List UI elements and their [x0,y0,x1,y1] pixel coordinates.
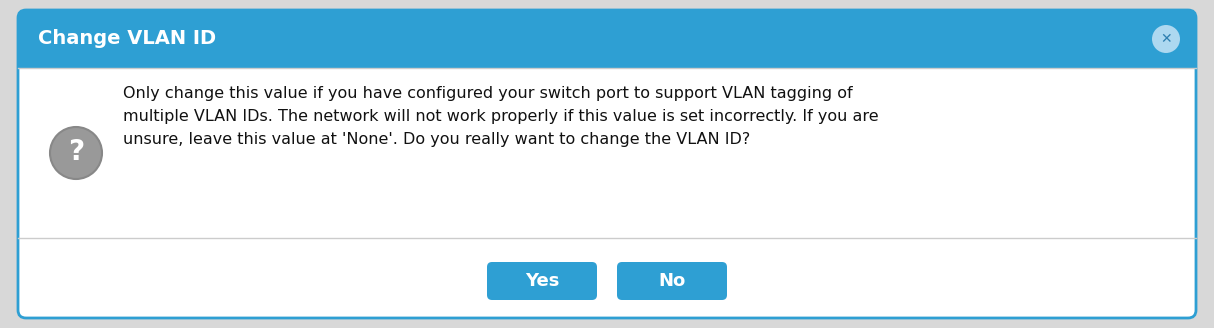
Text: Yes: Yes [524,272,560,290]
Text: ✕: ✕ [1161,32,1172,46]
Bar [18,39,1196,68]
FancyBboxPatch shape [617,262,727,300]
Circle shape [1152,25,1180,53]
Text: Only change this value if you have configured your switch port to support VLAN t: Only change this value if you have confi… [123,86,879,147]
Text: ?: ? [68,138,84,166]
Text: No: No [658,272,686,290]
Text: Change VLAN ID: Change VLAN ID [38,30,216,49]
Circle shape [50,127,102,179]
FancyBboxPatch shape [487,262,597,300]
FancyBboxPatch shape [18,10,1196,318]
FancyBboxPatch shape [18,10,1196,68]
